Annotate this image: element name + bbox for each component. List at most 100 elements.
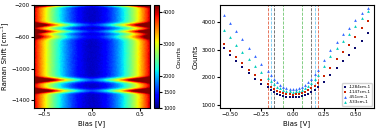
-1147cm-1 <box>290 93 296 96</box>
-533cm-1 <box>271 83 277 85</box>
-533cm-1 <box>359 17 365 20</box>
-451cm-1 <box>327 49 333 51</box>
-451cm-1 <box>271 78 277 80</box>
-1284cm-1 <box>258 82 264 85</box>
-1284cm-1 <box>233 60 239 62</box>
-533cm-1 <box>252 65 258 68</box>
-451cm-1 <box>221 14 227 16</box>
-533cm-1 <box>258 71 264 73</box>
-1284cm-1 <box>271 91 277 94</box>
-1284cm-1 <box>265 86 271 89</box>
X-axis label: Bias [V]: Bias [V] <box>78 120 105 127</box>
-451cm-1 <box>233 30 239 32</box>
-451cm-1 <box>352 19 358 21</box>
-1284cm-1 <box>290 96 296 98</box>
-1284cm-1 <box>227 54 233 56</box>
-533cm-1 <box>280 89 286 91</box>
-1147cm-1 <box>365 20 371 23</box>
-1147cm-1 <box>221 43 227 45</box>
-1147cm-1 <box>271 88 277 90</box>
-1147cm-1 <box>268 86 274 88</box>
-533cm-1 <box>308 82 314 84</box>
-1147cm-1 <box>227 50 233 52</box>
-533cm-1 <box>346 33 352 35</box>
-533cm-1 <box>227 36 233 38</box>
-1284cm-1 <box>327 74 333 76</box>
-533cm-1 <box>293 90 299 92</box>
-533cm-1 <box>340 40 346 42</box>
-1147cm-1 <box>305 89 311 91</box>
-451cm-1 <box>246 47 252 49</box>
-451cm-1 <box>252 55 258 58</box>
-451cm-1 <box>346 26 352 29</box>
-451cm-1 <box>299 85 305 88</box>
-1284cm-1 <box>221 47 227 49</box>
-1284cm-1 <box>346 54 352 56</box>
-1147cm-1 <box>352 36 358 38</box>
-533cm-1 <box>299 88 305 91</box>
-1147cm-1 <box>315 82 321 84</box>
-451cm-1 <box>308 77 314 80</box>
-451cm-1 <box>321 59 327 61</box>
-1147cm-1 <box>311 85 318 87</box>
-1284cm-1 <box>321 81 327 83</box>
-451cm-1 <box>359 11 365 14</box>
-533cm-1 <box>290 91 296 93</box>
-1147cm-1 <box>284 93 290 95</box>
-1284cm-1 <box>246 72 252 74</box>
X-axis label: Bias [V]: Bias [V] <box>284 120 311 127</box>
-533cm-1 <box>221 29 227 31</box>
-1284cm-1 <box>239 66 245 68</box>
-1147cm-1 <box>239 62 245 64</box>
-533cm-1 <box>265 77 271 79</box>
-451cm-1 <box>290 88 296 90</box>
-533cm-1 <box>311 78 318 80</box>
-533cm-1 <box>296 90 302 92</box>
-1284cm-1 <box>287 96 293 98</box>
-533cm-1 <box>321 65 327 67</box>
-1284cm-1 <box>308 91 314 93</box>
-1284cm-1 <box>268 89 274 91</box>
-1284cm-1 <box>299 95 305 97</box>
-451cm-1 <box>315 69 321 71</box>
-533cm-1 <box>246 58 252 60</box>
-1147cm-1 <box>277 91 283 93</box>
-1147cm-1 <box>333 58 339 60</box>
-1147cm-1 <box>265 83 271 85</box>
-451cm-1 <box>333 41 339 43</box>
-451cm-1 <box>340 33 346 35</box>
-1284cm-1 <box>302 94 308 96</box>
-1284cm-1 <box>280 95 286 97</box>
-533cm-1 <box>315 74 321 76</box>
-1147cm-1 <box>252 74 258 76</box>
-451cm-1 <box>293 88 299 90</box>
-1284cm-1 <box>365 31 371 34</box>
-1147cm-1 <box>293 93 299 95</box>
Y-axis label: Counts: Counts <box>193 45 199 69</box>
-1284cm-1 <box>305 92 311 95</box>
-1284cm-1 <box>340 60 346 63</box>
-1147cm-1 <box>280 92 286 94</box>
-1284cm-1 <box>359 40 365 42</box>
-533cm-1 <box>333 47 339 49</box>
-533cm-1 <box>277 87 283 89</box>
-533cm-1 <box>268 80 274 82</box>
-451cm-1 <box>268 74 274 76</box>
-533cm-1 <box>284 90 290 92</box>
-1284cm-1 <box>315 86 321 89</box>
-533cm-1 <box>365 10 371 12</box>
-1284cm-1 <box>293 96 299 98</box>
-451cm-1 <box>265 70 271 72</box>
-451cm-1 <box>305 81 311 83</box>
-533cm-1 <box>352 25 358 27</box>
-451cm-1 <box>274 81 280 83</box>
-1147cm-1 <box>274 90 280 92</box>
-451cm-1 <box>227 21 233 24</box>
Legend: -1284cm-1, -1147cm-1, -451cm-1, -533cm-1: -1284cm-1, -1147cm-1, -451cm-1, -533cm-1 <box>342 83 372 106</box>
-533cm-1 <box>305 85 311 87</box>
-451cm-1 <box>280 86 286 88</box>
-1147cm-1 <box>302 90 308 93</box>
-1147cm-1 <box>246 69 252 71</box>
Y-axis label: Counts: Counts <box>177 46 182 68</box>
-1284cm-1 <box>284 96 290 98</box>
